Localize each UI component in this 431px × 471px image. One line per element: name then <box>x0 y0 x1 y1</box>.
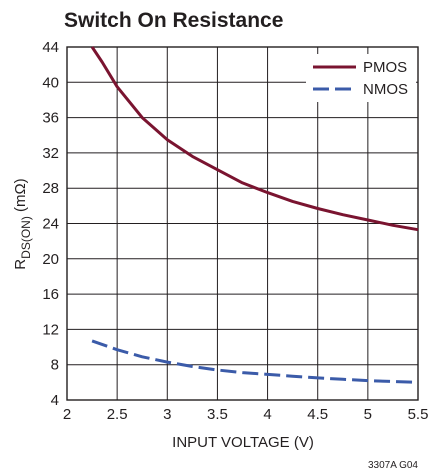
x-tick-labels: 2 2.5 3 3.5 4 4.5 5 5.5 <box>63 406 429 423</box>
y-tick-label: 28 <box>42 180 59 197</box>
x-axis-label: INPUT VOLTAGE (V) <box>172 434 314 451</box>
y-axis-label-sub: DS(ON) <box>19 216 33 259</box>
y-axis-label-main: R <box>12 259 29 270</box>
legend-label-pmos: PMOS <box>363 59 407 76</box>
y-tick-label: 36 <box>42 110 59 127</box>
x-tick-label: 3.5 <box>207 406 228 423</box>
y-tick-label: 4 <box>51 392 59 409</box>
series-line-nmos <box>91 339 419 384</box>
grid <box>67 47 418 400</box>
y-tick-label: 12 <box>42 321 59 338</box>
x-tick-label: 3 <box>163 406 171 423</box>
y-tick-label: 32 <box>42 145 59 162</box>
y-tick-label: 20 <box>42 251 59 268</box>
y-tick-labels: 4 8 12 16 20 24 28 32 36 40 44 <box>42 39 59 409</box>
y-tick-label: 44 <box>42 39 59 56</box>
series-line-pmos <box>90 46 419 232</box>
figure-code: 3307A G04 <box>368 460 418 471</box>
y-tick-label: 8 <box>51 357 59 374</box>
y-axis-label: RDS(ON) (mΩ) <box>12 178 33 269</box>
x-tick-label: 2 <box>63 406 71 423</box>
x-tick-label: 4.5 <box>307 406 328 423</box>
y-tick-label: 24 <box>42 216 59 233</box>
x-tick-label: 4 <box>263 406 271 423</box>
legend-label-nmos: NMOS <box>363 81 408 98</box>
series-group <box>90 46 419 384</box>
y-axis-label-unit: (mΩ) <box>12 178 29 216</box>
x-tick-label: 2.5 <box>107 406 128 423</box>
y-tick-label: 40 <box>42 74 59 91</box>
y-tick-label: 16 <box>42 286 59 303</box>
legend: PMOS NMOS <box>306 54 416 102</box>
x-tick-label: 5.5 <box>408 406 429 423</box>
chart-title: Switch On Resistance <box>64 9 283 32</box>
x-tick-label: 5 <box>364 406 372 423</box>
legend-background <box>306 54 416 102</box>
